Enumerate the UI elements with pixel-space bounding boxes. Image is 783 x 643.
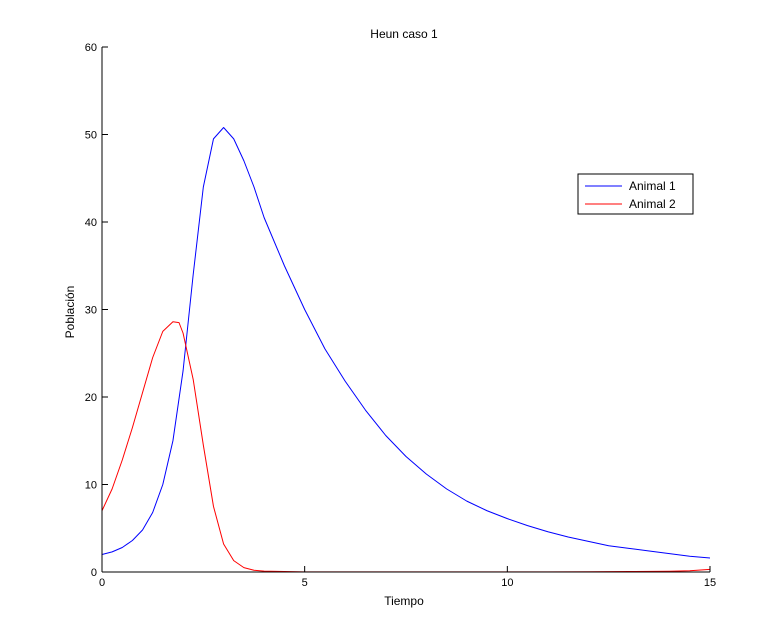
- y-tick-label: 50: [85, 130, 97, 142]
- y-axis-title: Población: [63, 286, 77, 339]
- y-tick-label: 40: [85, 217, 97, 229]
- x-tick-label: 10: [501, 577, 513, 589]
- x-tick-label: 0: [99, 577, 105, 589]
- chart-title: Heun caso 1: [370, 27, 438, 41]
- y-tick-label: 20: [85, 392, 97, 404]
- x-ticks: 0 5 10 15: [99, 566, 716, 589]
- y-tick-label: 10: [85, 480, 97, 492]
- x-tick-label: 15: [704, 577, 716, 589]
- y-tick-label: 30: [85, 305, 97, 317]
- legend-box: [577, 173, 694, 215]
- legend-label-animal-1: Animal 1: [629, 179, 676, 193]
- series-line-animal-1: [101, 127, 711, 559]
- x-axis-title: Tiempo: [384, 594, 424, 608]
- plot-background: [102, 47, 710, 572]
- y-tick-label: 0: [91, 567, 97, 579]
- legend-label-animal-2: Animal 2: [629, 197, 676, 211]
- legend: Animal 1 Animal 2: [577, 173, 694, 215]
- plot-area: [102, 47, 710, 572]
- x-tick-label: 5: [302, 577, 308, 589]
- y-tick-label: 60: [85, 42, 97, 54]
- y-ticks: 0 10 20 30 40 50 60: [85, 42, 108, 579]
